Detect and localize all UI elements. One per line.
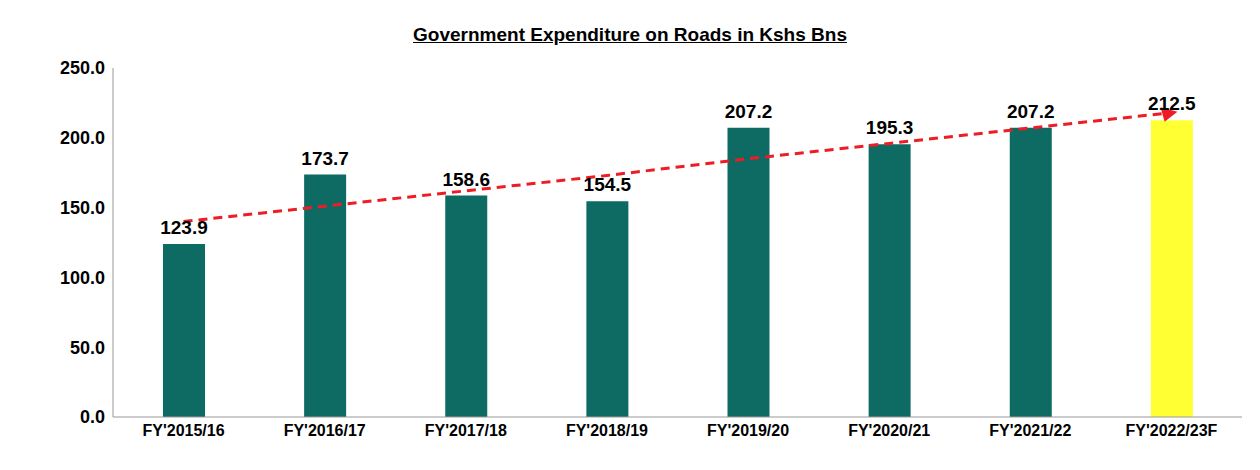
svg-text:50.0: 50.0 xyxy=(70,338,105,358)
svg-text:FY'2016/17: FY'2016/17 xyxy=(284,422,366,439)
html-text:Government Expenditure on Road: Government Expenditure on Roads in Kshs … xyxy=(413,24,847,45)
svg-text:200.0: 200.0 xyxy=(60,128,105,148)
svg-text:173.7: 173.7 xyxy=(301,148,349,169)
svg-text:150.0: 150.0 xyxy=(60,198,105,218)
svg-text:250.0: 250.0 xyxy=(60,58,105,78)
svg-text:FY'2019/20: FY'2019/20 xyxy=(707,422,789,439)
svg-text:FY'2020/21: FY'2020/21 xyxy=(848,422,930,439)
svg-text:154.5: 154.5 xyxy=(584,174,632,195)
svg-text:FY'2021/22: FY'2021/22 xyxy=(989,422,1071,439)
svg-text:212.5: 212.5 xyxy=(1148,93,1196,114)
svg-text:207.2: 207.2 xyxy=(1007,101,1055,122)
svg-text:100.0: 100.0 xyxy=(60,268,105,288)
svg-text:207.2: 207.2 xyxy=(725,101,773,122)
svg-text:FY'2022/23F: FY'2022/23F xyxy=(1126,422,1218,439)
svg-text:FY'2017/18: FY'2017/18 xyxy=(425,422,507,439)
svg-text:0.0: 0.0 xyxy=(80,407,105,427)
svg-text:195.3: 195.3 xyxy=(866,117,914,138)
svg-text:FY'2015/16: FY'2015/16 xyxy=(143,422,225,439)
svg-text:FY'2018/19: FY'2018/19 xyxy=(566,422,648,439)
svg-text:158.6: 158.6 xyxy=(442,169,490,190)
svg-text:123.9: 123.9 xyxy=(160,217,208,238)
